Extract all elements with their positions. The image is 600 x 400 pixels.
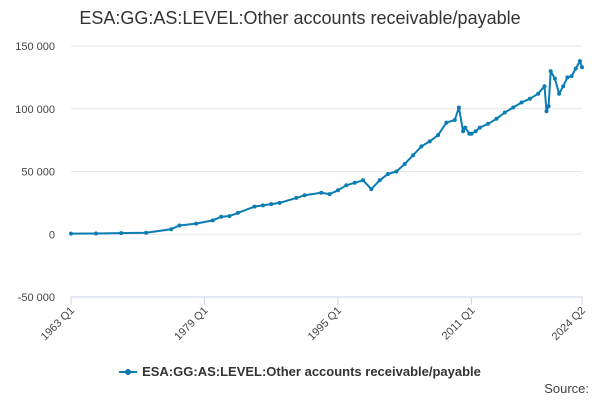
- x-tick-label: 1995 Q1: [306, 305, 344, 343]
- data-point: [552, 76, 557, 81]
- data-point: [352, 180, 357, 185]
- data-point: [386, 172, 390, 176]
- data-point: [561, 84, 566, 89]
- data-point: [336, 188, 340, 193]
- x-tick-label: 2011 Q1: [440, 305, 478, 343]
- legend-swatch: [119, 367, 138, 377]
- y-tick-label: 50 000: [21, 167, 55, 179]
- data-point: [235, 210, 240, 215]
- data-point: [194, 221, 199, 226]
- data-point: [565, 75, 570, 80]
- data-point: [277, 200, 282, 205]
- legend[interactable]: ESA:GG:AS:LEVEL:Other accounts receivabl…: [0, 364, 600, 379]
- data-point: [502, 110, 507, 115]
- data-point: [546, 104, 551, 109]
- data-point: [260, 203, 265, 208]
- data-point: [69, 231, 73, 236]
- y-tick-label: 150 000: [15, 41, 55, 53]
- data-point: [219, 214, 224, 219]
- data-point: [444, 120, 449, 125]
- data-point: [119, 231, 124, 236]
- data-point: [580, 65, 584, 70]
- data-point: [419, 144, 424, 149]
- data-point: [294, 195, 299, 200]
- data-point: [473, 129, 478, 134]
- data-point: [569, 74, 574, 79]
- series-layer: [69, 59, 584, 236]
- data-point: [519, 100, 524, 105]
- series-line: [70, 60, 583, 235]
- data-point: [227, 214, 232, 219]
- data-point: [411, 153, 416, 158]
- data-point: [361, 178, 365, 183]
- data-point: [394, 169, 399, 174]
- data-point: [269, 202, 274, 207]
- data-point: [463, 125, 468, 130]
- data-point: [327, 192, 332, 197]
- data-point: [469, 131, 474, 136]
- data-point: [452, 118, 457, 122]
- data-point: [573, 66, 578, 71]
- data-point: [577, 59, 582, 64]
- data-point: [377, 178, 382, 183]
- data-point: [94, 231, 98, 236]
- y-tick-label: 0: [49, 229, 55, 241]
- legend-dot: [125, 368, 132, 375]
- data-point: [527, 96, 532, 101]
- x-tick-label: 1963 Q1: [39, 305, 77, 343]
- data-point: [427, 139, 432, 144]
- data-point: [548, 69, 553, 74]
- data-point: [557, 91, 562, 96]
- data-point: [456, 105, 461, 110]
- data-point: [319, 190, 324, 195]
- data-point: [177, 223, 182, 228]
- y-tick-label: -50 000: [18, 292, 55, 304]
- data-point: [252, 204, 257, 209]
- data-point: [486, 121, 491, 126]
- source-label: Source:: [544, 381, 589, 396]
- data-point: [544, 109, 549, 114]
- data-point: [369, 187, 374, 192]
- data-point: [302, 193, 307, 198]
- chart-title: ESA:GG:AS:LEVEL:Other accounts receivabl…: [79, 8, 521, 28]
- data-point: [536, 91, 541, 96]
- data-point: [144, 230, 149, 235]
- data-point: [494, 116, 499, 121]
- x-tick-label: 1979 Q1: [172, 305, 210, 343]
- data-point: [169, 227, 174, 232]
- data-point: [477, 125, 482, 130]
- y-tick-label: 100 000: [15, 104, 55, 116]
- data-point: [402, 162, 407, 166]
- x-tick-label: 2024 Q2: [550, 305, 588, 343]
- legend-label: ESA:GG:AS:LEVEL:Other accounts receivabl…: [142, 364, 481, 379]
- data-point: [461, 129, 466, 134]
- data-point: [542, 84, 547, 89]
- data-point: [344, 183, 349, 188]
- data-point: [511, 105, 516, 110]
- data-point: [210, 218, 215, 223]
- gridlines: [71, 45, 582, 298]
- data-point: [436, 133, 441, 138]
